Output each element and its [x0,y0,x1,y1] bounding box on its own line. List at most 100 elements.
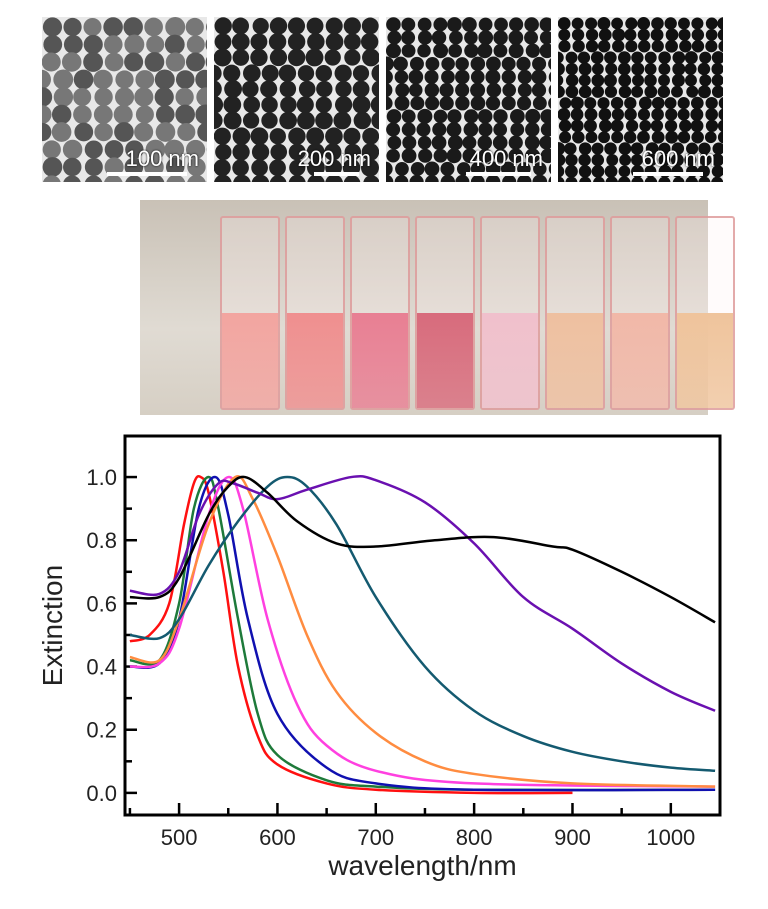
y-tick-label: 0.8 [86,528,117,553]
nanoparticle [325,127,343,146]
nanoparticle [525,43,540,58]
nanoparticle [558,153,566,167]
nanoparticle [94,122,113,142]
nanoparticle [665,39,678,53]
nanoparticle [540,148,551,164]
nanoparticle [175,104,195,125]
y-tick-label: 1.0 [86,465,117,490]
nanoparticle [610,96,624,110]
nanoparticle [532,96,547,111]
nanoparticle [605,62,618,76]
y-tick-label: 0.0 [86,781,117,806]
nanoparticle [578,165,592,178]
nanoparticle [578,153,591,167]
nanoparticle [418,148,433,163]
nanoparticle [261,64,279,82]
nanoparticle [424,161,440,177]
nanoparticle [93,69,113,90]
nanoparticle [679,39,692,53]
nanoparticle [598,131,610,144]
nanoparticle [617,62,631,76]
nanoparticle [401,30,416,45]
nanoparticle [115,70,134,89]
nanoparticle [578,62,592,76]
nanoparticle [604,142,617,155]
nanoparticle [394,175,409,182]
series-line-purple [129,475,716,712]
nanoparticle [462,135,477,150]
nanoparticle [433,17,448,32]
nanoparticle [287,17,306,35]
nanoparticle [517,83,532,98]
nanoparticle [393,56,408,72]
nanoparticle [433,109,448,124]
nanoparticle [104,35,123,54]
nanoparticle [548,58,551,70]
nanoparticle [166,174,186,182]
nanoparticle [539,43,551,59]
nanoparticle [344,33,361,51]
nanoparticle [564,142,577,155]
nanoparticle [705,40,718,53]
nanoparticle [664,17,677,30]
nanoparticle [270,143,288,161]
nanoparticle [671,142,685,155]
nanoparticle [386,69,393,85]
nanoparticle [279,111,297,130]
nanoparticle [524,30,538,45]
nanoparticle [104,174,123,182]
nanoparticle [710,153,723,167]
nanoparticle [559,131,572,144]
nanoparticle [470,95,486,111]
nanoparticle [699,74,712,87]
nanoparticle [591,164,605,178]
nanoparticle [598,28,612,42]
nanoparticle [165,17,186,37]
nanoparticle [517,96,532,111]
nanoparticle [362,48,379,67]
y-tick-label: 0.2 [86,718,117,743]
nanoparticle [416,122,431,137]
cuvette [675,216,735,410]
nanoparticle [395,161,409,176]
nanoparticle [439,96,454,111]
nanoparticle [577,51,591,64]
nanoparticle [335,80,352,98]
nanoparticle [144,174,165,182]
scale-label: 600 nm [641,146,715,171]
nanoparticle [525,122,540,137]
nanoparticle [611,17,623,30]
nanoparticle [704,131,717,144]
nanoparticle [533,162,547,176]
cuvette-liquid [352,313,408,408]
nanoparticle [477,135,492,150]
nanoparticle [571,28,585,42]
nanoparticle [464,30,478,45]
cuvette-photo [140,200,735,415]
nanoparticle [113,104,133,125]
nanoparticle [477,109,493,124]
nanoparticle [386,122,401,137]
nanoparticle [525,108,541,124]
nanoparticle [269,128,286,145]
nanoparticle [532,174,548,182]
nanoparticle [470,82,486,98]
series-line-orange [129,475,716,788]
nanoparticle [250,127,269,146]
nanoparticle [386,17,401,32]
nanoparticle [558,85,565,98]
tem-image-panel: 200 nm [214,17,379,182]
nanoparticle [439,82,454,98]
nanoparticle [671,73,685,87]
nanoparticle [278,64,297,82]
nanoparticle [315,96,332,113]
scale-bar [466,172,531,176]
nanoparticle [154,87,174,107]
nanoparticle [94,87,113,107]
nanoparticle [144,17,163,37]
nanoparticle [558,119,572,133]
nanoparticle [164,139,185,160]
nanoparticle [333,111,352,130]
nanoparticle [510,109,525,124]
nanoparticle [269,48,288,67]
